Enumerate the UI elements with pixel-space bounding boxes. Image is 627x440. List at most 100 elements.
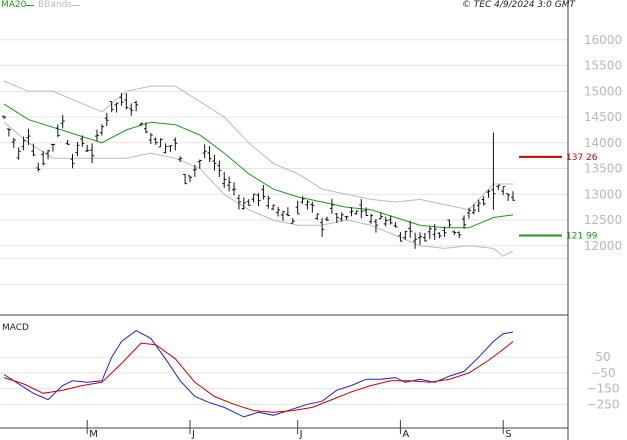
macd-panel-label: MACD	[2, 323, 29, 333]
price-bar	[212, 154, 217, 171]
price-bar	[408, 220, 413, 238]
price-bar	[124, 93, 129, 110]
price-bar	[158, 138, 163, 148]
price-tick-label: 12000	[584, 239, 622, 253]
price-bar	[168, 145, 173, 153]
price-bar	[290, 218, 295, 224]
time-tick-label: S	[505, 429, 511, 440]
price-bar	[134, 100, 139, 112]
price-bar	[187, 175, 192, 182]
time-tick-label: J	[299, 429, 303, 440]
price-tick-label: 13500	[584, 162, 622, 176]
price-bar	[60, 115, 65, 129]
price-bar	[295, 200, 300, 215]
price-bar	[192, 165, 197, 177]
price-bar	[232, 182, 237, 196]
price-bar	[80, 135, 85, 147]
price-bar	[11, 137, 16, 149]
price-bar	[462, 215, 467, 229]
price-bar	[266, 195, 271, 209]
price-bar	[114, 102, 119, 113]
price-bar	[413, 232, 418, 249]
price-bar	[2, 115, 6, 120]
price-bar	[359, 199, 364, 219]
price-bar	[104, 112, 109, 126]
price-bar	[153, 137, 158, 145]
price-bar	[466, 207, 471, 219]
price-bar	[422, 232, 427, 242]
price-bar	[457, 231, 462, 238]
price-bar	[109, 101, 114, 113]
price-bar	[325, 216, 330, 222]
price-bar	[236, 194, 241, 210]
price-bar	[310, 201, 315, 213]
price-bar	[447, 219, 452, 228]
price-bar	[476, 199, 481, 213]
price-gridlines	[0, 39, 568, 285]
macd-tick-label: −150	[587, 382, 620, 396]
price-bar	[280, 211, 285, 221]
price-bar	[300, 196, 305, 204]
bbands-legend-label: BBands	[38, 0, 72, 10]
price-bar	[129, 103, 134, 116]
price-bar	[305, 200, 310, 210]
macd-tick-label: −250	[587, 397, 620, 411]
signal-line	[3, 341, 514, 413]
price-bar	[398, 232, 403, 242]
price-bar	[50, 143, 55, 152]
price-bar	[276, 206, 281, 217]
price-bar	[41, 150, 46, 166]
price-bar	[70, 153, 75, 169]
price-bars	[2, 92, 515, 249]
price-bar	[496, 184, 501, 190]
support-level-label: 121 99	[566, 232, 598, 242]
ma20-legend-swatch	[26, 5, 34, 6]
price-bar	[94, 129, 99, 142]
price-bar	[491, 132, 496, 210]
price-bar	[437, 232, 442, 239]
price-bar	[178, 156, 183, 163]
price-bar	[85, 144, 90, 152]
time-tick-label: A	[402, 429, 409, 440]
price-bar	[90, 143, 95, 164]
price-bar	[442, 226, 447, 237]
price-bar	[481, 196, 486, 206]
price-bar	[6, 128, 11, 137]
price-bar	[320, 218, 325, 237]
price-tick-label: 16000	[584, 33, 622, 47]
price-bar	[207, 146, 212, 162]
bbands-legend-swatch	[72, 5, 80, 6]
price-bar	[354, 210, 359, 215]
price-bar	[55, 124, 60, 138]
price-bar	[139, 122, 144, 126]
ma20-line	[3, 103, 514, 229]
price-bar	[261, 185, 266, 200]
price-bar	[271, 204, 276, 211]
price-bar	[373, 219, 378, 233]
price-bar	[403, 230, 408, 240]
price-bar	[99, 124, 104, 136]
time-tick-label: J	[191, 429, 195, 440]
price-bar	[471, 204, 476, 215]
price-bar	[378, 212, 383, 220]
macd-gridlines	[0, 356, 568, 405]
price-bar	[432, 223, 437, 240]
price-bar	[173, 137, 178, 151]
price-bar	[364, 207, 369, 217]
bbands-upper-line	[3, 80, 513, 211]
price-bar	[486, 189, 491, 198]
price-bar	[65, 139, 70, 146]
macd-series	[3, 330, 514, 418]
price-tick-label: 14500	[584, 110, 622, 124]
price-bar	[202, 144, 207, 159]
price-bar	[251, 193, 256, 203]
price-bar	[383, 216, 388, 227]
price-bar	[26, 128, 31, 146]
price-bar	[36, 162, 41, 172]
price-tick-label: 15500	[584, 59, 622, 73]
chart-source-info: © TEC 4/9/2024 3:0 GMT	[461, 0, 575, 10]
price-bar	[163, 143, 168, 154]
price-bar	[227, 176, 232, 192]
bbands-lower-line	[3, 121, 514, 257]
